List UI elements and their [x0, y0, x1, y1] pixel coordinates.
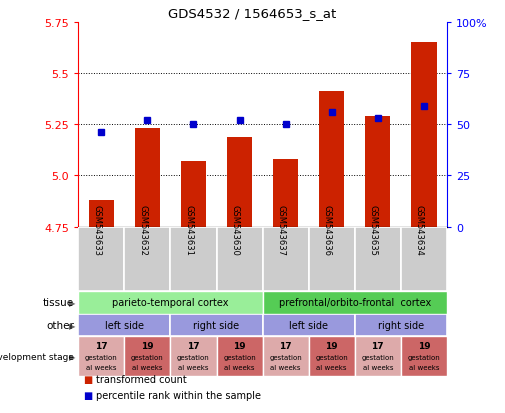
Text: GSM543636: GSM543636: [323, 205, 332, 256]
Text: transformed count: transformed count: [96, 374, 187, 384]
Text: ▶: ▶: [69, 321, 76, 330]
Text: al weeks: al weeks: [132, 364, 163, 370]
Bar: [355, 227, 401, 291]
Text: 17: 17: [372, 341, 384, 350]
Bar: [124, 337, 171, 376]
Text: al weeks: al weeks: [224, 364, 255, 370]
Bar: [401, 337, 447, 376]
Bar: [355, 337, 401, 376]
Text: GSM543632: GSM543632: [138, 205, 147, 256]
Text: tissue: tissue: [43, 297, 74, 308]
Bar: [171, 227, 217, 291]
Text: parieto-temporal cortex: parieto-temporal cortex: [112, 297, 229, 308]
Text: GDS4532 / 1564653_s_at: GDS4532 / 1564653_s_at: [168, 7, 337, 20]
Bar: [401, 227, 447, 291]
Bar: [217, 227, 263, 291]
Text: gestation: gestation: [223, 354, 256, 360]
Text: al weeks: al weeks: [270, 364, 301, 370]
Bar: [309, 227, 355, 291]
Text: 19: 19: [418, 341, 430, 350]
Text: 17: 17: [187, 341, 200, 350]
Text: al weeks: al weeks: [409, 364, 439, 370]
Text: gestation: gestation: [177, 354, 210, 360]
Text: GSM543637: GSM543637: [277, 205, 286, 256]
Text: gestation: gestation: [315, 354, 348, 360]
Text: ■: ■: [83, 390, 92, 400]
Bar: [365, 117, 390, 227]
Text: ▶: ▶: [69, 298, 76, 307]
Text: GSM543633: GSM543633: [92, 205, 102, 256]
Text: left side: left side: [105, 320, 144, 330]
Text: gestation: gestation: [408, 354, 440, 360]
Text: GSM543631: GSM543631: [184, 205, 193, 256]
Bar: [263, 314, 355, 337]
Text: ■: ■: [83, 374, 92, 384]
Text: 19: 19: [325, 341, 338, 350]
Text: 17: 17: [279, 341, 292, 350]
Text: right side: right side: [193, 320, 239, 330]
Bar: [263, 227, 309, 291]
Bar: [227, 137, 252, 227]
Text: GSM543635: GSM543635: [369, 205, 378, 256]
Text: gestation: gestation: [269, 354, 302, 360]
Text: other: other: [46, 320, 74, 330]
Text: GSM543630: GSM543630: [231, 205, 239, 256]
Bar: [263, 337, 309, 376]
Bar: [171, 337, 217, 376]
Bar: [309, 337, 355, 376]
Bar: [319, 92, 344, 227]
Bar: [273, 160, 298, 227]
Text: development stage: development stage: [0, 352, 74, 361]
Text: ▶: ▶: [69, 352, 76, 361]
Text: gestation: gestation: [131, 354, 164, 360]
Bar: [78, 291, 263, 314]
Text: right side: right side: [378, 320, 424, 330]
Text: 19: 19: [233, 341, 246, 350]
Bar: [181, 162, 206, 227]
Bar: [78, 314, 171, 337]
Text: al weeks: al weeks: [178, 364, 209, 370]
Bar: [78, 227, 124, 291]
Text: percentile rank within the sample: percentile rank within the sample: [96, 390, 261, 400]
Bar: [263, 291, 447, 314]
Bar: [78, 337, 124, 376]
Text: al weeks: al weeks: [317, 364, 347, 370]
Text: 19: 19: [141, 341, 154, 350]
Text: prefrontal/orbito-frontal  cortex: prefrontal/orbito-frontal cortex: [279, 297, 431, 308]
Text: 17: 17: [95, 341, 108, 350]
Text: GSM543634: GSM543634: [415, 205, 424, 256]
Bar: [355, 314, 447, 337]
Bar: [411, 43, 436, 227]
Bar: [89, 201, 114, 227]
Text: left side: left side: [289, 320, 328, 330]
Text: gestation: gestation: [85, 354, 118, 360]
Text: al weeks: al weeks: [363, 364, 393, 370]
Bar: [217, 337, 263, 376]
Bar: [124, 227, 171, 291]
Text: al weeks: al weeks: [86, 364, 117, 370]
Bar: [135, 129, 160, 227]
Bar: [171, 314, 263, 337]
Text: gestation: gestation: [362, 354, 394, 360]
